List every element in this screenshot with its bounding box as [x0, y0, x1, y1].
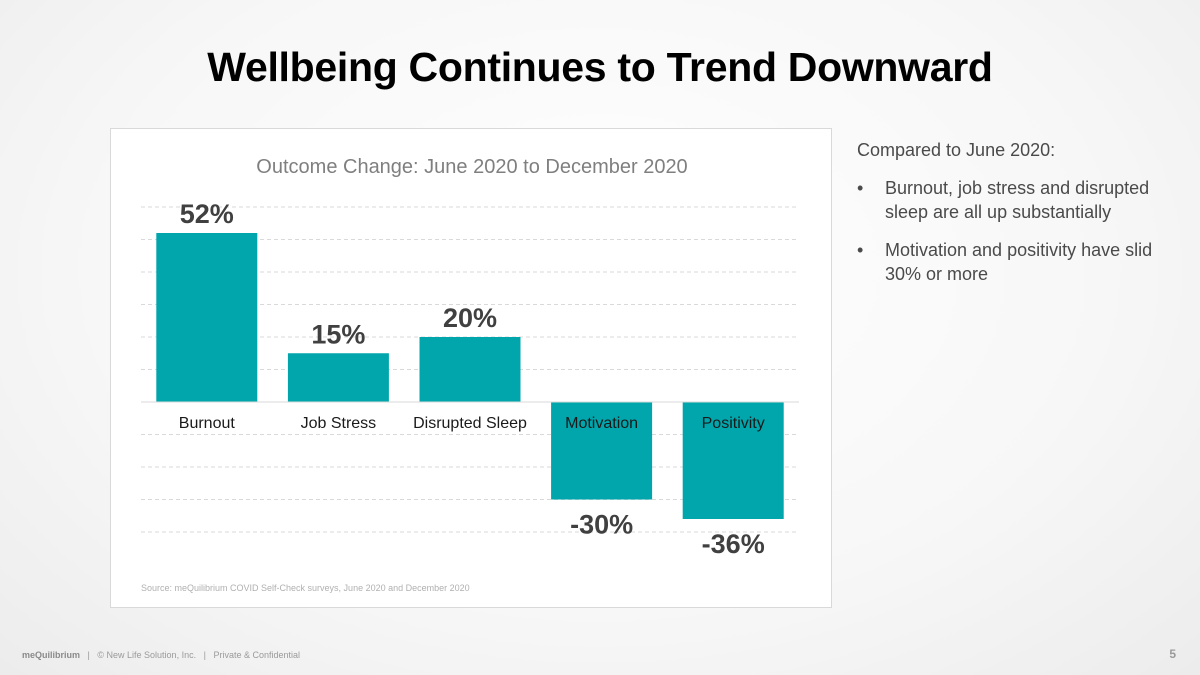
- bar-disrupted-sleep: [419, 337, 521, 402]
- category-label: Motivation: [565, 415, 638, 432]
- category-label: Job Stress: [301, 415, 377, 432]
- bar-job-stress: [287, 353, 389, 402]
- slide-title: Wellbeing Continues to Trend Downward: [207, 44, 993, 90]
- footer-brand: meQuilibrium: [22, 650, 81, 660]
- notes-bullet: • Burnout, job stress and disrupted slee…: [857, 176, 1157, 224]
- notes-bullet-text: Burnout, job stress and disrupted sleep …: [885, 178, 1150, 222]
- data-label: -30%: [570, 510, 633, 540]
- data-label: 20%: [443, 303, 497, 333]
- footer: meQuilibrium | © New Life Solution, Inc.…: [22, 650, 300, 660]
- bullet-icon: •: [857, 240, 864, 260]
- footer-copyright: © New Life Solution, Inc.: [97, 650, 197, 660]
- data-label: 15%: [311, 319, 365, 349]
- bar-positivity: [682, 402, 784, 519]
- notes-bullet-text: Motivation and positivity have slid 30% …: [885, 240, 1153, 284]
- footer-separator: |: [203, 650, 206, 660]
- source-note: Source: meQuilibrium COVID Self-Check su…: [141, 583, 470, 593]
- bar-motivation: [551, 402, 653, 500]
- chart-title: Outcome Change: June 2020 to December 20…: [256, 156, 687, 178]
- notes-bullet: • Motivation and positivity have slid 30…: [857, 238, 1157, 286]
- footer-separator: |: [87, 650, 90, 660]
- category-label: Disrupted Sleep: [413, 415, 527, 432]
- notes-list: • Burnout, job stress and disrupted slee…: [857, 176, 1157, 286]
- page-number: 5: [1169, 647, 1176, 661]
- bullet-icon: •: [857, 178, 864, 198]
- notes-intro: Compared to June 2020:: [857, 140, 1056, 160]
- data-label: 52%: [180, 199, 234, 229]
- bar-burnout: [156, 233, 258, 402]
- data-label: -36%: [702, 529, 765, 559]
- side-notes: Compared to June 2020: • Burnout, job st…: [857, 138, 1157, 300]
- bar-chart: Outcome Change: June 2020 to December 20…: [141, 156, 799, 593]
- chart-panel: Outcome Change: June 2020 to December 20…: [110, 128, 832, 608]
- category-label: Burnout: [179, 415, 236, 432]
- category-label: Positivity: [702, 415, 765, 432]
- footer-confidential: Private & Confidential: [213, 650, 300, 660]
